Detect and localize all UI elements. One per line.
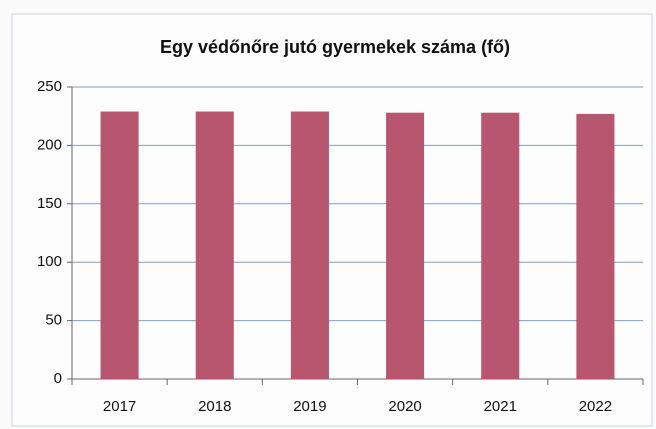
x-tick-label: 2021 [484,398,517,415]
y-tick-label: 0 [54,370,62,387]
bar [195,111,234,379]
x-tick-label: 2020 [388,398,421,415]
bar [290,111,329,379]
x-tick-label: 2018 [198,398,231,415]
x-tick-label: 2019 [293,398,326,415]
y-tick-label: 250 [37,78,62,95]
bar [386,112,425,380]
y-tick-label: 200 [37,136,62,153]
y-tick-label: 50 [45,312,62,329]
y-tick-label: 150 [37,195,62,212]
bar [576,113,615,379]
y-tick-label: 100 [37,253,62,270]
bar [100,111,139,379]
x-tick-label: 2022 [579,398,612,415]
bar [481,112,520,380]
x-tick-label: 2017 [103,398,136,415]
chart-title: Egy védőnőre jutó gyermekek száma (fő) [160,37,510,57]
